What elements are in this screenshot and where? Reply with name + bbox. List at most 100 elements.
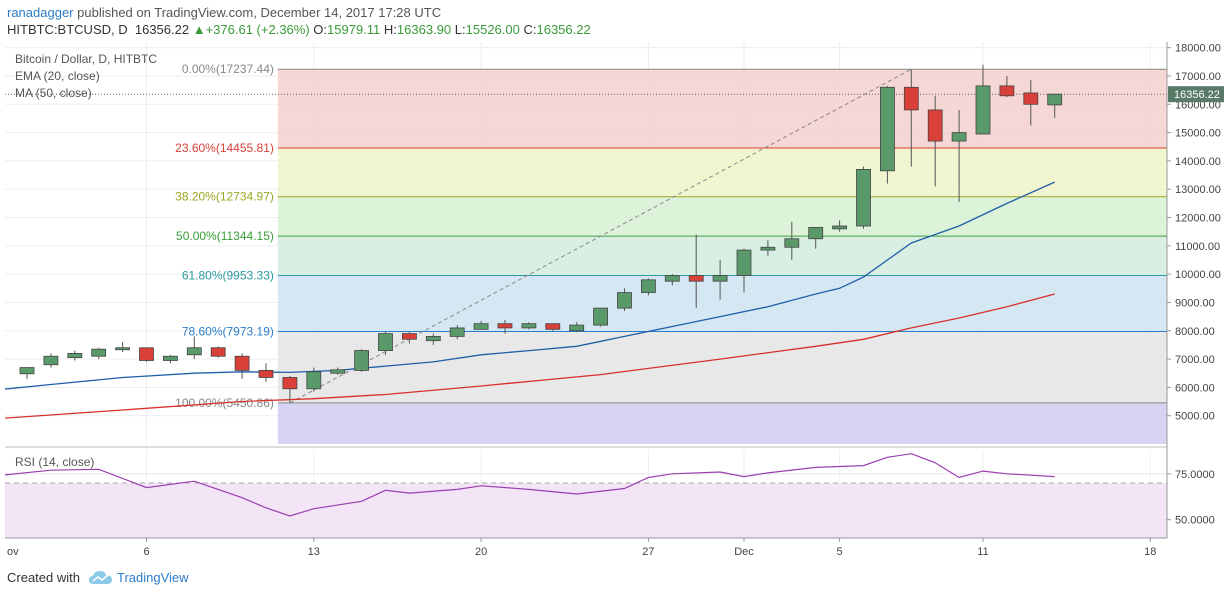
candle-body: [67, 353, 83, 359]
legend-ema: EMA (20, close): [15, 69, 100, 83]
candle[interactable]: [425, 333, 441, 345]
price-tick-label: 14000.00: [1175, 156, 1221, 168]
candle[interactable]: [354, 349, 370, 372]
candle-body: [688, 275, 704, 282]
candle-body: [162, 355, 178, 361]
last-price: 16356.22: [134, 22, 190, 37]
candle-body: [545, 323, 561, 330]
fib-band: [277, 275, 1167, 332]
candle[interactable]: [736, 248, 752, 293]
ticker-line: HITBTC:BTCUSD, D 16356.22 ▲+376.61 (+2.3…: [7, 22, 591, 37]
candle[interactable]: [569, 322, 585, 333]
price-tick-label: 7000.00: [1175, 354, 1215, 366]
candle[interactable]: [641, 278, 656, 296]
candle[interactable]: [856, 166, 871, 229]
candle[interactable]: [832, 220, 847, 232]
rsi-band-fill: [5, 483, 1167, 538]
candle-body: [880, 86, 895, 172]
candle[interactable]: [927, 95, 943, 187]
candle[interactable]: [449, 325, 465, 340]
candle[interactable]: [43, 353, 59, 368]
candle[interactable]: [903, 69, 919, 167]
price-tick-label: 8000.00: [1175, 326, 1215, 338]
fib-band: [277, 236, 1167, 276]
candle-body: [712, 275, 728, 282]
candle[interactable]: [91, 347, 107, 360]
candle[interactable]: [139, 347, 154, 362]
candle[interactable]: [497, 320, 513, 334]
candle-body: [210, 347, 226, 357]
candle-body: [473, 323, 489, 330]
chart-header: ranadagger published on TradingView.com,…: [0, 0, 1230, 42]
candle[interactable]: [880, 85, 895, 184]
legend-rsi: RSI (14, close): [15, 455, 94, 469]
candle-body: [951, 132, 967, 142]
candle[interactable]: [999, 75, 1015, 98]
tradingview-link[interactable]: TradingView: [117, 570, 189, 585]
candle-body: [903, 86, 919, 111]
candle[interactable]: [210, 346, 226, 358]
fib-level-label: 0.00%(17237.44): [182, 62, 274, 76]
candle[interactable]: [784, 221, 800, 260]
candle[interactable]: [617, 288, 632, 311]
candle-body: [975, 85, 991, 135]
candle-body: [354, 350, 370, 371]
fib-trend-line: [289, 68, 912, 404]
price-tick-label: 16000.00: [1175, 99, 1221, 111]
symbol-label: HITBTC:BTCUSD, D: [7, 22, 128, 37]
legend-title: Bitcoin / Dollar, D, HITBTC: [15, 52, 157, 66]
candle[interactable]: [951, 109, 967, 202]
candle-body: [258, 369, 274, 378]
last-price-tag-label: 16356.22: [1174, 89, 1220, 101]
price-tick-label: 11000.00: [1175, 241, 1220, 253]
published-text: published on TradingView.com, December 1…: [77, 5, 442, 20]
candle[interactable]: [664, 274, 680, 286]
candle[interactable]: [688, 234, 704, 309]
candle[interactable]: [115, 342, 130, 352]
candle[interactable]: [760, 240, 776, 256]
fibonacci-retracement[interactable]: 0.00%(17237.44) 23.60%(14455.81) 38.20%(12…: [175, 62, 1167, 444]
candle[interactable]: [234, 353, 250, 379]
fib-band: [277, 196, 1167, 237]
close-label: C:: [523, 22, 537, 37]
price-tick-label: 6000.00: [1175, 382, 1215, 394]
candle[interactable]: [473, 320, 489, 330]
candle[interactable]: [330, 367, 346, 375]
price-tick-label: 18000.00: [1175, 43, 1221, 55]
candle-body: [832, 225, 847, 230]
rsi-line: [0, 453, 1055, 517]
candle[interactable]: [1047, 93, 1063, 118]
candle[interactable]: [1023, 80, 1039, 126]
candle[interactable]: [162, 354, 178, 364]
low-value: 15526.00: [465, 22, 520, 37]
candle[interactable]: [712, 259, 728, 300]
chart-canvas[interactable]: 0.00%(17237.44) 23.60%(14455.81) 38.20%(12…: [0, 42, 1225, 562]
candle[interactable]: [282, 376, 298, 403]
candle[interactable]: [521, 322, 537, 330]
open-label: O:: [313, 22, 328, 37]
rsi-tick-label: 75.0000: [1175, 469, 1215, 481]
candle[interactable]: [401, 332, 417, 344]
candle[interactable]: [545, 323, 561, 331]
chart-frame[interactable]: 0.00%(17237.44) 23.60%(14455.81) 38.20%(12…: [0, 42, 1225, 562]
fib-level-label: 23.60%(14455.81): [175, 141, 274, 155]
candle[interactable]: [378, 332, 393, 355]
author-link[interactable]: ranadagger: [7, 5, 74, 20]
candle[interactable]: [186, 336, 202, 360]
candle-body: [91, 348, 107, 357]
candle-body: [593, 307, 608, 326]
candle[interactable]: [975, 64, 991, 135]
candle-body: [760, 246, 776, 251]
candle[interactable]: [67, 350, 83, 361]
candle[interactable]: [306, 367, 322, 392]
ema-20-line: [0, 181, 1055, 391]
candle[interactable]: [593, 307, 608, 327]
candle[interactable]: [258, 363, 274, 382]
candle[interactable]: [808, 227, 824, 249]
candle[interactable]: [19, 367, 35, 379]
candle-body: [425, 336, 441, 342]
footer: Created with TradingView: [0, 566, 1230, 594]
candle-body: [115, 347, 130, 351]
ma-50-line: [0, 293, 1055, 420]
candle-body: [282, 377, 298, 390]
